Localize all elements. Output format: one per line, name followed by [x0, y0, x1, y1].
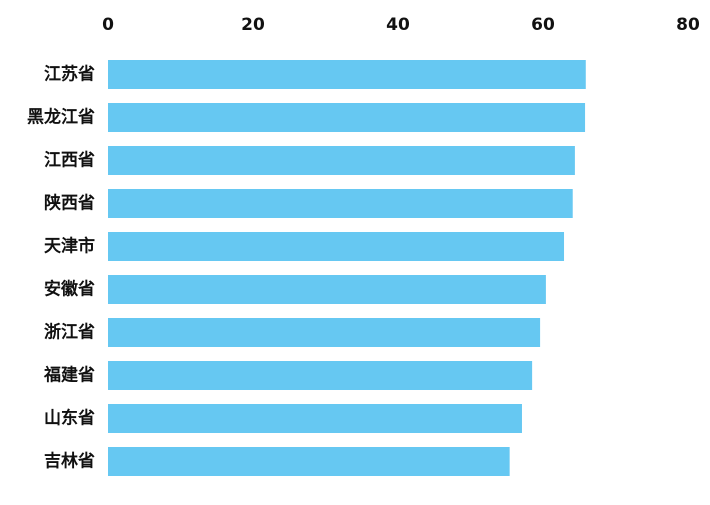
bar [108, 404, 522, 433]
bar [108, 275, 546, 304]
bar [108, 60, 586, 89]
x-tick-label: 40 [386, 15, 410, 35]
bar [108, 361, 533, 390]
y-tick-label: 浙江省 [44, 322, 95, 343]
y-tick-label: 安徽省 [44, 279, 95, 300]
x-tick-label: 60 [531, 15, 555, 35]
y-tick-label: 陕西省 [44, 193, 95, 214]
x-tick-label: 20 [241, 15, 265, 35]
x-tick-label: 0 [102, 15, 114, 35]
bar [108, 447, 510, 476]
bar [108, 103, 586, 132]
y-tick-label: 江西省 [44, 150, 95, 171]
bar [108, 146, 575, 175]
y-tick-label: 吉林省 [44, 451, 95, 472]
bar [108, 318, 541, 347]
y-tick-label: 天津市 [44, 236, 95, 257]
x-tick-label: 80 [676, 15, 700, 35]
y-tick-label: 山东省 [44, 408, 95, 429]
bar [108, 232, 565, 261]
y-tick-label: 江苏省 [44, 64, 95, 85]
bar [108, 189, 573, 218]
y-tick-label: 福建省 [43, 365, 95, 386]
y-tick-label: 黑龙江省 [27, 107, 95, 128]
